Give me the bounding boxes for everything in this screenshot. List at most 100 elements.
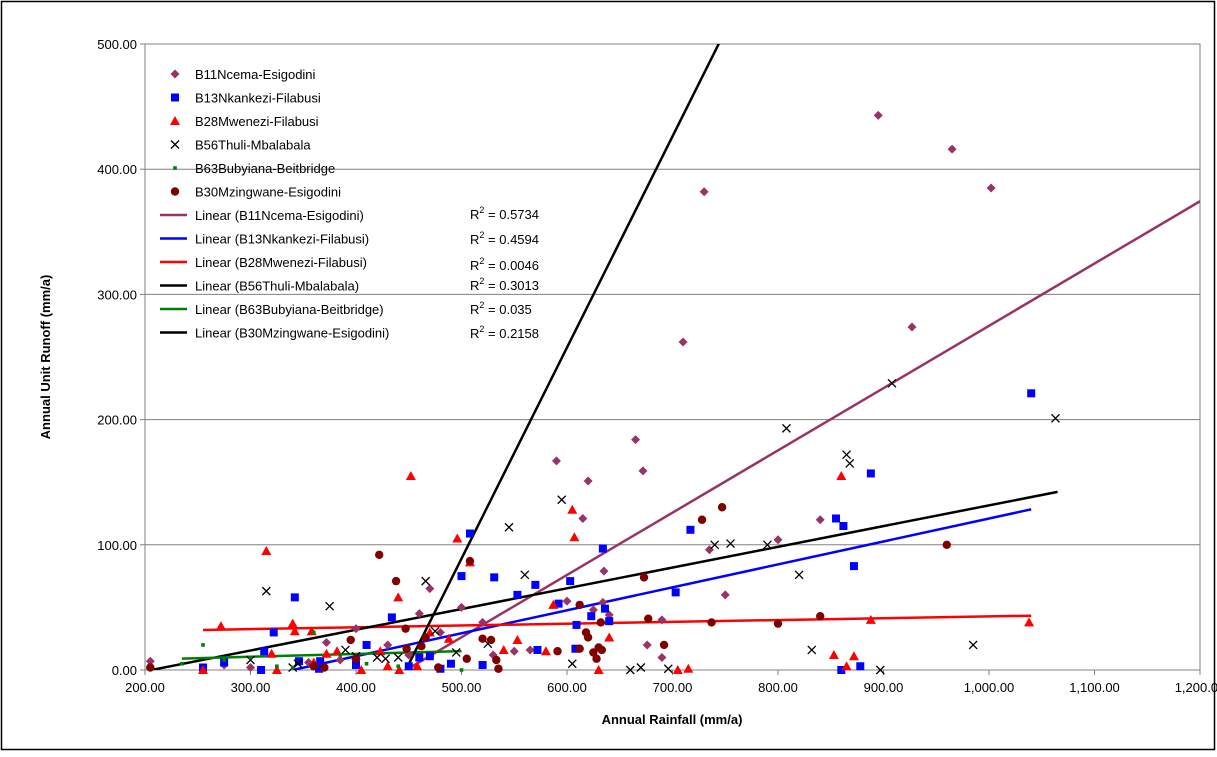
- point-s3-28: [968, 640, 978, 650]
- legend-trend-label-0: Linear (B11Ncema-Esigodini): [195, 208, 364, 223]
- point-s5-13: [486, 635, 496, 645]
- point-s0-28: [699, 187, 709, 197]
- point-s3-7: [421, 576, 431, 586]
- point-s5-29: [707, 618, 716, 627]
- point-s5-14: [492, 655, 501, 665]
- y-tick-label-0: 0.00: [112, 663, 137, 678]
- point-s4-5: [312, 630, 316, 635]
- point-s1-7: [315, 664, 324, 673]
- point-s2-18: [443, 633, 454, 643]
- point-s1-23: [533, 645, 542, 654]
- point-s3-15: [625, 665, 635, 675]
- point-s0-33: [873, 110, 883, 120]
- x-tick-label-1: 300.00: [231, 680, 271, 695]
- r2-label-0: R2 = 0.5734: [470, 205, 539, 222]
- x-tick-label-9: 1,100.00: [1069, 680, 1120, 695]
- point-s5-7: [401, 624, 410, 633]
- point-s3-9: [451, 648, 461, 657]
- point-s5-8: [402, 644, 411, 653]
- legend-marker-1: [171, 93, 179, 102]
- point-s0-16: [551, 456, 561, 466]
- r2-label-1: R2 = 0.4594: [470, 230, 539, 247]
- point-s0-24: [638, 466, 648, 476]
- point-s0-14: [509, 646, 519, 656]
- point-s5-15: [494, 664, 503, 673]
- point-s0-37: [598, 597, 608, 607]
- point-s1-26: [571, 644, 580, 653]
- point-s0-39: [321, 637, 331, 647]
- point-s1-14: [425, 652, 434, 661]
- point-s2-4: [271, 665, 282, 674]
- point-s5-4: [351, 654, 361, 663]
- point-s4-0: [180, 661, 184, 666]
- point-s2-35: [865, 614, 876, 624]
- x-tick-label-5: 700.00: [653, 680, 693, 695]
- point-s0-22: [604, 610, 614, 620]
- legend-marker-4: [173, 166, 177, 170]
- point-s0-34: [907, 322, 917, 332]
- point-s3-5: [372, 653, 382, 662]
- point-s2-37: [321, 648, 332, 658]
- point-s4-10: [459, 668, 464, 672]
- point-s2-16: [412, 661, 423, 671]
- point-s5-17: [575, 600, 584, 610]
- point-s1-5: [290, 593, 299, 602]
- legend-label-3: B56Thuli-Mbalabala: [195, 138, 311, 153]
- point-s0-2: [246, 662, 255, 672]
- legend-label-4: B63Bubyiana-Beitbridge: [195, 161, 335, 176]
- point-s5-9: [417, 642, 426, 651]
- point-s0-11: [457, 602, 466, 612]
- point-s1-31: [605, 617, 614, 626]
- point-s3-3: [325, 601, 335, 611]
- point-s2-12: [382, 661, 393, 671]
- point-s3-11: [504, 522, 514, 532]
- point-s2-3: [266, 648, 277, 658]
- point-s1-1: [220, 658, 229, 667]
- r2-label-3: R2 = 0.3013: [470, 276, 539, 293]
- point-s3-1: [261, 586, 271, 596]
- point-s2-33: [841, 661, 852, 671]
- point-s1-3: [260, 647, 269, 656]
- point-s3-18: [710, 540, 720, 550]
- point-s1-30: [600, 604, 609, 613]
- point-s2-29: [672, 665, 683, 674]
- r2-label-4: R2 = 0.035: [470, 300, 532, 317]
- point-s1-37: [849, 562, 858, 571]
- point-s3-23: [807, 645, 817, 655]
- y-tick-label-3: 300.00: [97, 287, 137, 302]
- point-s5-1: [309, 662, 318, 671]
- point-s2-23: [540, 646, 551, 656]
- trendline-2: [203, 614, 1032, 632]
- x-tick-label-2: 400.00: [336, 680, 376, 695]
- point-s2-34: [848, 651, 859, 661]
- point-s1-38: [856, 662, 865, 671]
- point-s3-12: [520, 570, 530, 580]
- point-s5-31: [773, 619, 783, 628]
- point-s5-24: [597, 645, 607, 655]
- point-s3-26: [875, 665, 885, 675]
- point-s1-10: [362, 640, 371, 649]
- point-s5-5: [375, 550, 384, 560]
- x-tick-label-4: 600.00: [547, 680, 587, 695]
- point-s0-6: [383, 640, 393, 650]
- point-s2-19: [452, 533, 463, 543]
- point-s0-38: [657, 652, 667, 662]
- legend-trend-label-4: Linear (B63Bubyiana-Beitbridge): [195, 302, 384, 317]
- x-tick-label-7: 900.00: [864, 680, 904, 695]
- trendlines: [150, 44, 1200, 670]
- point-s2-32: [836, 470, 847, 480]
- y-axis-title: Annual Unit Runoff (mm/a): [38, 275, 53, 440]
- point-s0-5: [351, 624, 361, 634]
- point-s5-3: [346, 635, 355, 645]
- legend-marker-0: [170, 69, 180, 79]
- point-s1-33: [686, 525, 695, 534]
- x-tick-label-8: 1,000.00: [964, 680, 1015, 695]
- legend-marker-3: [170, 140, 180, 149]
- point-s3-13: [557, 495, 567, 505]
- point-s0-30: [720, 590, 730, 600]
- legend: B11Ncema-Esigodini B13Nkankezi-Filabusi B2…: [160, 67, 389, 341]
- point-s1-40: [1027, 389, 1036, 398]
- point-s5-26: [644, 614, 653, 623]
- legend-marker-2: [170, 116, 180, 125]
- point-s4-11: [275, 664, 279, 669]
